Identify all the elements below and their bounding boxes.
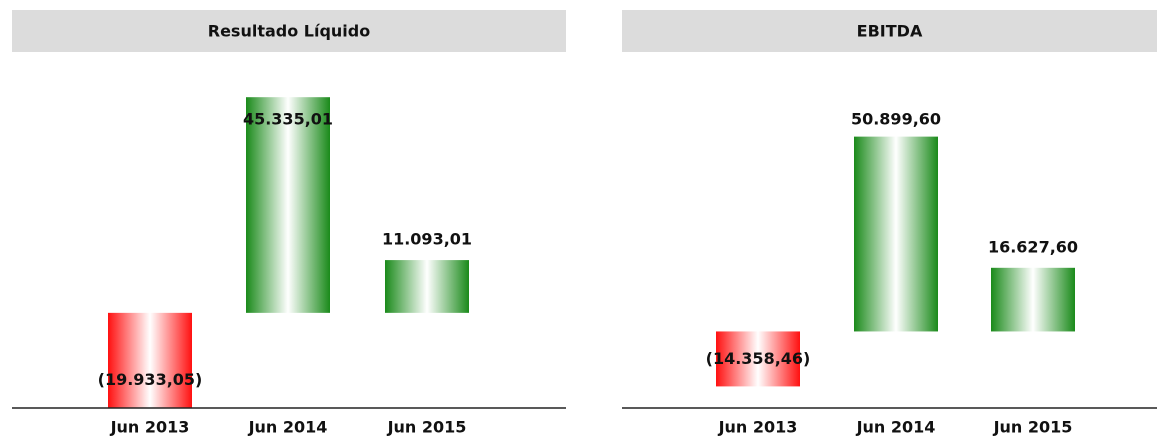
chart-title: EBITDA bbox=[857, 22, 923, 41]
title-bar bbox=[622, 10, 1157, 52]
bar bbox=[991, 267, 1075, 332]
value-label: 50.899,60 bbox=[851, 110, 941, 129]
title-bar bbox=[12, 10, 566, 52]
value-label: (14.358,46) bbox=[706, 349, 811, 368]
bar bbox=[385, 260, 469, 313]
value-label: (19.933,05) bbox=[98, 370, 203, 389]
value-label: 16.627,60 bbox=[988, 237, 1078, 256]
bar bbox=[108, 312, 192, 408]
x-tick-label: Jun 2014 bbox=[248, 418, 328, 437]
x-tick-label: Jun 2015 bbox=[387, 418, 467, 437]
bar bbox=[246, 97, 330, 313]
x-tick-label: Jun 2013 bbox=[718, 418, 798, 437]
bar bbox=[716, 331, 800, 387]
x-tick-label: Jun 2015 bbox=[993, 418, 1073, 437]
chart-title: Resultado Líquido bbox=[208, 22, 370, 41]
value-label: 11.093,01 bbox=[382, 230, 472, 249]
x-tick-label: Jun 2014 bbox=[856, 418, 936, 437]
value-label: 45.335,01 bbox=[243, 110, 333, 129]
bar bbox=[854, 136, 938, 332]
x-tick-label: Jun 2013 bbox=[110, 418, 190, 437]
